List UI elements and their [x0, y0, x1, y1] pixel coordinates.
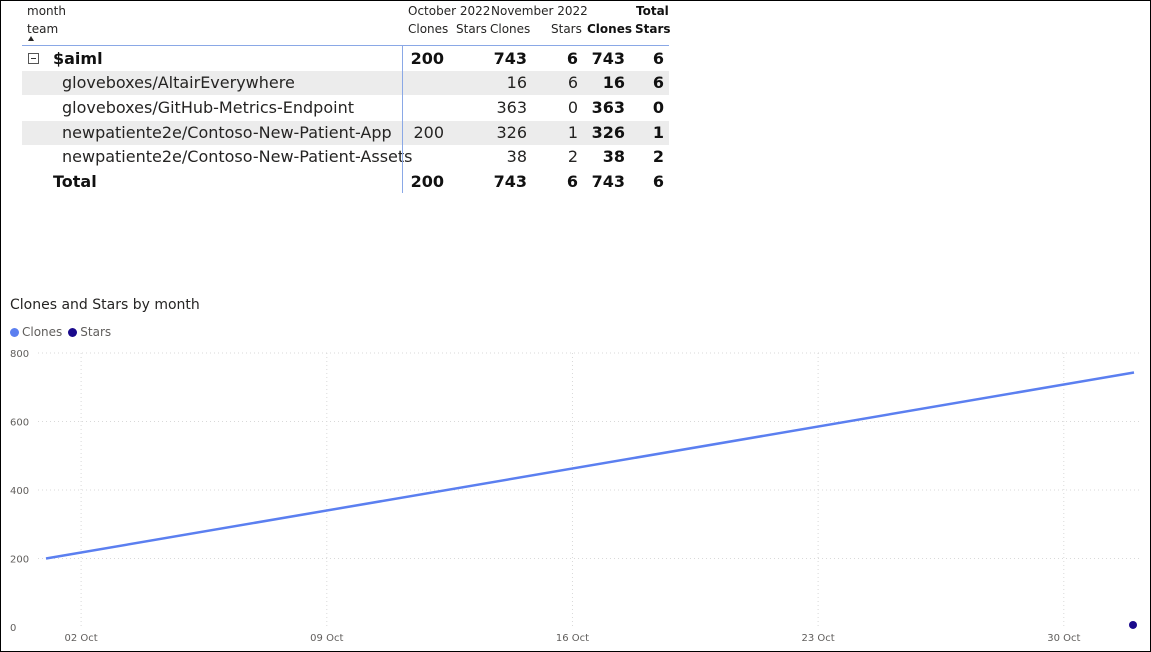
- data-point-stars[interactable]: [1129, 620, 1137, 629]
- x-tick-label: 09 Oct: [310, 633, 343, 644]
- cell-oct-clones: 200: [410, 49, 444, 68]
- sub-header-total-clones[interactable]: Clones: [587, 22, 632, 36]
- x-tick-label: 23 Oct: [802, 633, 835, 644]
- cell-nov-stars: 6: [566, 49, 578, 68]
- sub-header-nov-clones[interactable]: Clones: [490, 22, 531, 36]
- row-label: Total: [53, 172, 97, 191]
- sort-ascending-icon[interactable]: [28, 36, 34, 41]
- cell-total-clones: 363: [591, 98, 625, 117]
- cell-total-clones: 326: [591, 123, 625, 142]
- y-tick-label: 800: [10, 349, 29, 360]
- cell-nov-clones: 38: [506, 147, 527, 166]
- cell-total-stars: 2: [652, 147, 664, 166]
- cell-total-stars: 6: [652, 73, 664, 92]
- row-label: newpatiente2e/Contoso-New-Patient-App: [62, 123, 392, 142]
- cell-nov-clones: 326: [496, 123, 527, 142]
- gridlines: [38, 352, 1140, 629]
- chart-legend: Clones Stars: [10, 325, 117, 339]
- row-header-divider: [402, 46, 403, 193]
- y-tick-label: 0: [10, 623, 16, 634]
- cell-nov-clones: 16: [506, 73, 527, 92]
- col-group-october-2022[interactable]: October 2022: [408, 4, 491, 18]
- collapse-icon[interactable]: [28, 53, 39, 64]
- row-label: $aiml: [53, 49, 103, 68]
- sub-header-oct-clones[interactable]: Clones: [408, 22, 449, 36]
- table-row[interactable]: newpatiente2e/Contoso-New-Patient-Assets…: [22, 145, 669, 169]
- legend-label: Stars: [80, 325, 112, 339]
- y-tick-label: 200: [10, 555, 29, 566]
- row-label: gloveboxes/GitHub-Metrics-Endpoint: [62, 98, 354, 117]
- legend-marker-icon: [10, 327, 19, 337]
- cell-total-clones: 743: [591, 172, 625, 191]
- y-tick-label: 600: [10, 418, 29, 429]
- col-group-total[interactable]: Total: [636, 4, 669, 18]
- table-row[interactable]: gloveboxes/GitHub-Metrics-Endpoint 363 0…: [22, 96, 669, 120]
- legend-label: Clones: [22, 325, 63, 339]
- x-tick-label: 30 Oct: [1047, 633, 1080, 644]
- cell-nov-clones: 743: [493, 172, 527, 191]
- x-tick-label: 02 Oct: [64, 633, 97, 644]
- row-header-month[interactable]: month: [27, 4, 66, 18]
- series-line-clones[interactable]: [45, 371, 1135, 560]
- table-row-group[interactable]: $aiml 200 743 6 743 6: [22, 47, 669, 71]
- cell-nov-stars: 6: [567, 73, 578, 92]
- cell-oct-clones: 200: [413, 123, 444, 142]
- legend-item-clones[interactable]: Clones: [10, 325, 62, 339]
- y-tick-label: 400: [10, 486, 29, 497]
- sub-header-oct-stars[interactable]: Stars: [456, 22, 487, 36]
- cell-nov-stars: 2: [567, 147, 578, 166]
- sub-header-total-stars[interactable]: Stars: [635, 22, 671, 36]
- axes: 0 200 400 600 800 02 Oct 09 Oct 16 Oct 23 Oct 30 …: [10, 349, 1080, 644]
- cell-oct-clones: 200: [410, 172, 444, 191]
- header-divider: [22, 45, 669, 46]
- legend-marker-icon: [68, 327, 78, 337]
- sub-header-nov-stars[interactable]: Stars: [551, 22, 582, 36]
- cell-total-stars: 0: [652, 98, 664, 117]
- cell-total-clones: 743: [591, 49, 625, 68]
- cell-total-clones: 38: [602, 147, 625, 166]
- row-header-team[interactable]: team: [27, 22, 59, 36]
- col-group-november-2022[interactable]: November 2022: [491, 4, 588, 18]
- legend-item-stars[interactable]: Stars: [68, 325, 111, 339]
- table-row[interactable]: gloveboxes/AltairEverywhere 16 6 16 6: [22, 71, 669, 95]
- chart-title: Clones and Stars by month: [10, 297, 200, 313]
- row-label: newpatiente2e/Contoso-New-Patient-Assets: [62, 147, 413, 166]
- cell-total-stars: 6: [652, 49, 664, 68]
- table-row[interactable]: newpatiente2e/Contoso-New-Patient-App 20…: [22, 121, 669, 145]
- table-row-total: Total 200 743 6 743 6: [22, 170, 669, 194]
- cell-nov-stars: 1: [567, 123, 578, 142]
- cell-nov-clones: 363: [496, 98, 527, 117]
- cell-total-clones: 16: [602, 73, 625, 92]
- cell-total-stars: 6: [652, 172, 664, 191]
- cell-total-stars: 1: [652, 123, 664, 142]
- cell-nov-clones: 743: [493, 49, 527, 68]
- row-label: gloveboxes/AltairEverywhere: [62, 73, 295, 92]
- cell-nov-stars: 0: [567, 98, 578, 117]
- series: [45, 371, 1137, 629]
- x-tick-label: 16 Oct: [556, 633, 589, 644]
- cell-nov-stars: 6: [566, 172, 578, 191]
